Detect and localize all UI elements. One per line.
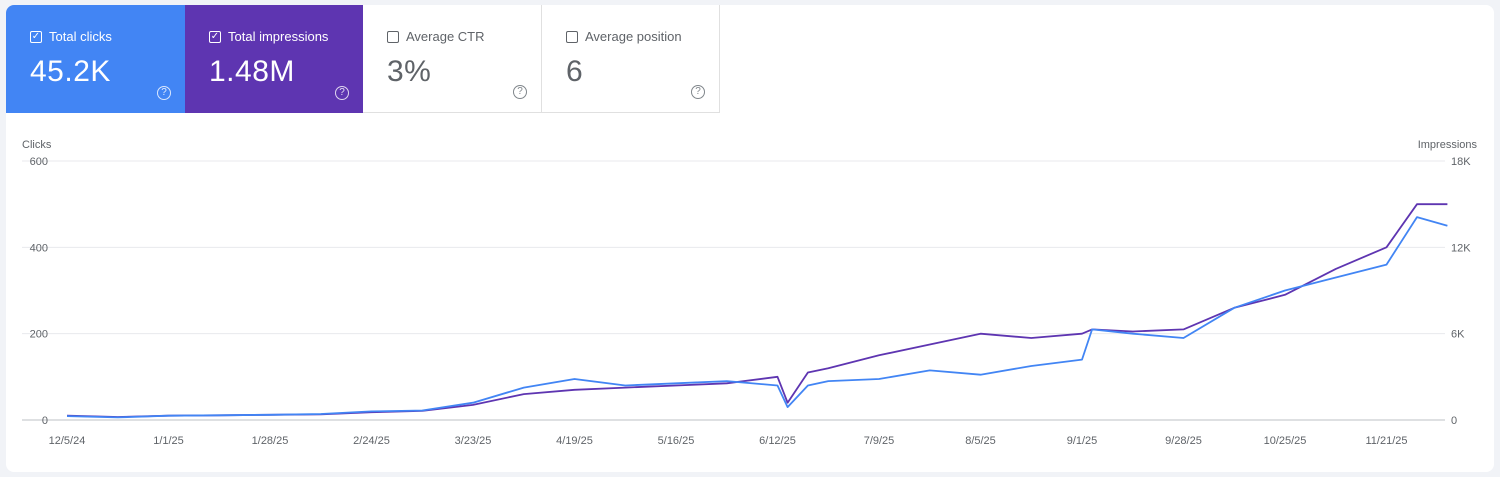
total-impressions-label: Total impressions xyxy=(228,29,329,44)
chart-series[interactable] xyxy=(66,203,1448,419)
average-position-header: Average position xyxy=(566,29,682,44)
average-ctr-label: Average CTR xyxy=(406,29,485,44)
right-axis-title: Impressions xyxy=(1418,139,1478,151)
left-tick-label: 0 xyxy=(42,415,48,427)
x-axis-ticks: 12/5/24 1/1/25 1/28/25 2/24/25 3/23/25 4/19/2… xyxy=(49,435,1408,447)
average-position-checkbox[interactable] xyxy=(566,30,578,43)
x-tick-label: 11/21/25 xyxy=(1365,435,1407,447)
x-tick-label: 7/9/25 xyxy=(864,435,895,447)
left-tick-label: 200 xyxy=(30,329,48,341)
help-icon[interactable]: ? xyxy=(691,85,705,99)
right-tick-label: 0 xyxy=(1451,415,1457,427)
x-tick-label: 9/28/25 xyxy=(1165,435,1202,447)
average-ctr-header: Average CTR xyxy=(387,29,485,44)
x-tick-label: 4/19/25 xyxy=(556,435,593,447)
x-tick-label: 3/23/25 xyxy=(455,435,492,447)
right-tick-label: 6K xyxy=(1451,329,1465,341)
right-tick-label: 12K xyxy=(1451,242,1471,254)
impressions-series-line[interactable] xyxy=(66,203,1448,418)
average-ctr-checkbox[interactable] xyxy=(387,30,399,43)
total-clicks-checkbox[interactable]: ✓ xyxy=(30,30,42,43)
x-tick-label: 1/28/25 xyxy=(252,435,289,447)
average-ctr-card[interactable]: Average CTR 3% ? xyxy=(363,5,542,113)
clicks-series-line[interactable] xyxy=(66,216,1448,419)
average-position-label: Average position xyxy=(585,29,682,44)
chart-grid xyxy=(22,160,1445,421)
total-clicks-label: Total clicks xyxy=(49,29,112,44)
total-impressions-header: ✓ Total impressions xyxy=(209,29,328,44)
left-tick-label: 400 xyxy=(30,242,48,254)
x-tick-label: 1/1/25 xyxy=(153,435,184,447)
average-position-value: 6 xyxy=(566,55,584,88)
total-clicks-header: ✓ Total clicks xyxy=(30,29,112,44)
help-icon[interactable]: ? xyxy=(157,86,171,100)
right-axis-ticks: 0 6K 12K 18K xyxy=(1451,156,1471,427)
left-axis-title: Clicks xyxy=(22,139,52,151)
total-impressions-checkbox[interactable]: ✓ xyxy=(209,30,221,43)
x-tick-label: 12/5/24 xyxy=(49,435,86,447)
total-impressions-card[interactable]: ✓ Total impressions 1.48M ? xyxy=(185,5,363,113)
x-tick-label: 8/5/25 xyxy=(965,435,996,447)
average-ctr-value: 3% xyxy=(387,55,432,88)
help-icon[interactable]: ? xyxy=(335,86,349,100)
right-tick-label: 18K xyxy=(1451,156,1471,168)
x-tick-label: 2/24/25 xyxy=(353,435,390,447)
x-tick-label: 5/16/25 xyxy=(658,435,695,447)
x-tick-label: 6/12/25 xyxy=(759,435,796,447)
average-position-card[interactable]: Average position 6 ? xyxy=(542,5,720,113)
total-clicks-card[interactable]: ✓ Total clicks 45.2K ? xyxy=(6,5,185,113)
x-tick-label: 10/25/25 xyxy=(1264,435,1307,447)
total-impressions-value: 1.48M xyxy=(209,55,295,88)
left-tick-label: 600 xyxy=(30,156,48,168)
total-clicks-value: 45.2K xyxy=(30,55,111,88)
left-axis-ticks: 0 200 400 600 xyxy=(30,156,48,427)
x-tick-label: 9/1/25 xyxy=(1067,435,1098,447)
help-icon[interactable]: ? xyxy=(513,85,527,99)
